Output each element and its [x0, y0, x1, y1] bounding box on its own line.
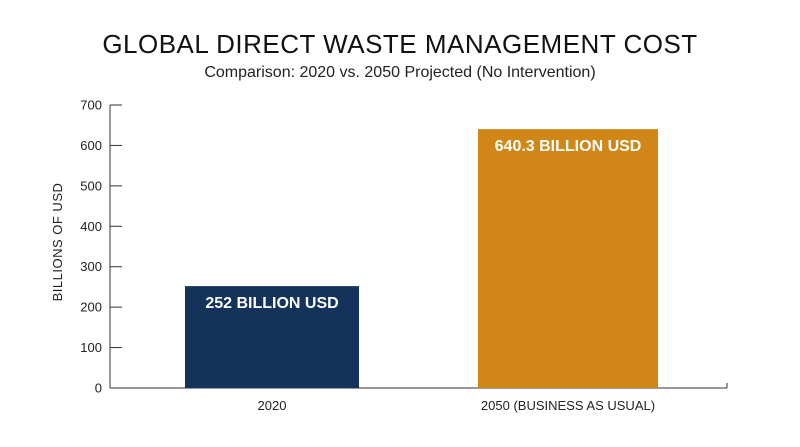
- y-axis-label: BILLIONS OF USD: [50, 183, 65, 302]
- y-tick-label: 600: [80, 138, 102, 153]
- chart-title: GLOBAL DIRECT WASTE MANAGEMENT COST: [102, 29, 697, 59]
- y-tick-label: 700: [80, 98, 102, 113]
- bars: [185, 129, 658, 388]
- bar-2020: [185, 286, 359, 388]
- bar-data-label: 252 BILLION USD: [205, 295, 338, 312]
- y-tick-label: 300: [80, 259, 102, 274]
- x-tick-label: 2050 (BUSINESS AS USUAL): [481, 398, 655, 413]
- bar-data-label: 640.3 BILLION USD: [495, 138, 642, 155]
- bar-2050: [478, 129, 658, 388]
- y-tick-label: 100: [80, 340, 102, 355]
- x-tick-label: 2020: [258, 398, 287, 413]
- y-tick-label: 400: [80, 219, 102, 234]
- bar-labels: 252 BILLION USD 2020 640.3 BILLION USD 2050…: [205, 138, 655, 413]
- chart-subtitle: Comparison: 2020 vs. 2050 Projected (No …: [204, 64, 595, 81]
- y-tick-label: 500: [80, 178, 102, 193]
- y-tick-label: 200: [80, 300, 102, 315]
- y-tick-label: 0: [95, 381, 102, 396]
